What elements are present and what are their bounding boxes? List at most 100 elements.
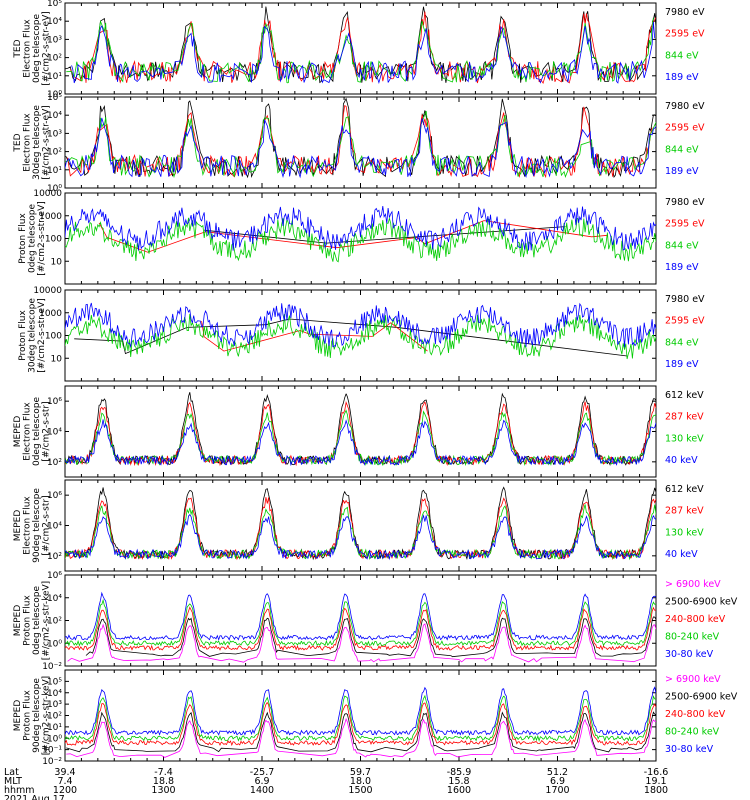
y-tick-label: 10⁰ — [47, 734, 62, 744]
y-tick-label: 1000 — [39, 309, 62, 319]
legend-entry: 189 eV — [665, 72, 699, 83]
x-tick-label: 39.4 — [54, 767, 75, 778]
legend-entry: 7980 eV — [665, 101, 705, 112]
legend-entry: 844 eV — [665, 337, 699, 348]
x-row-label: MLT — [4, 776, 22, 787]
series-trace — [66, 17, 654, 84]
x-tick-label: 59.7 — [350, 767, 371, 778]
flux-traces — [65, 686, 656, 758]
series-trace — [65, 486, 656, 561]
series-trace — [65, 216, 656, 263]
series-trace — [65, 694, 656, 742]
legend-entry: 7980 eV — [665, 294, 705, 305]
legend-entry: > 6900 keV — [665, 674, 721, 685]
y-tick-label: 10⁵ — [47, 0, 62, 9]
legend-entry: 2595 eV — [665, 316, 705, 327]
y-axis-label: MEPEDProton Flux0deg telescope[#/cm2-s-s… — [13, 581, 52, 660]
x-row-label: hhmm — [4, 785, 35, 796]
y-tick-label: 10⁻² — [42, 662, 62, 672]
series-trace — [201, 321, 428, 352]
panel-frame — [64, 479, 657, 572]
x-tick-label: 6.9 — [254, 776, 269, 787]
x-tick-label: 19.1 — [645, 776, 666, 787]
x-row-label: 2021 Aug 17 — [4, 794, 65, 800]
y-tick-label: 10³ — [47, 700, 62, 710]
legend-entry: 844 eV — [665, 144, 699, 155]
legend-entry: 80-240 keV — [665, 727, 720, 738]
y-tick-label: 10² — [47, 552, 62, 562]
flux-traces — [65, 486, 656, 561]
y-tick-label: 10 — [51, 354, 63, 364]
flux-traces — [65, 302, 656, 360]
series-trace — [65, 6, 656, 84]
y-axis-label: TEDElectron Flux30deg telescope[#/cm2-s-… — [13, 105, 52, 180]
y-tick-label: 10⁵ — [47, 677, 62, 687]
x-tick-label: -16.6 — [644, 767, 669, 778]
y-axis-label: Proton Flux30deg telescope[#/cm2-s-str-e… — [18, 298, 47, 373]
y-tick-label: 10000 — [33, 189, 62, 199]
y-tick-label: 10⁰ — [47, 639, 62, 649]
y-tick-label: 10² — [47, 458, 62, 468]
series-trace — [66, 717, 656, 758]
panel-3: 10 100 1000 10000 Proton Flux0deg telescope[… — [18, 189, 705, 285]
y-tick-label: 10¹ — [47, 72, 62, 82]
series-trace — [65, 686, 656, 736]
panel-frame — [64, 96, 657, 189]
flux-traces — [65, 6, 656, 85]
series-trace — [65, 97, 656, 179]
y-tick-label: 10⁶ — [47, 491, 62, 501]
flux-traces — [65, 206, 656, 263]
y-axis-label: MEPEDProton Flux90deg telescope[#/cm2-s-… — [13, 676, 52, 755]
y-tick-label: 10⁻² — [42, 757, 62, 767]
x-tick-label: 1700 — [545, 785, 569, 796]
legend-entry: 240-800 keV — [665, 614, 726, 625]
x-row-label: Lat — [4, 767, 19, 778]
y-axis-label: TEDElectron Flux0deg telescope[#/cm2-s-s… — [13, 11, 52, 86]
panel-2: 10⁰ 10¹ 10² 10³ 10⁴ 10⁵ TEDElectron Flux30deg … — [13, 93, 705, 194]
x-tick-label: 18.0 — [350, 776, 371, 787]
y-tick-label: 1000 — [39, 212, 62, 222]
flux-traces — [65, 392, 656, 467]
y-tick-label: 10¹ — [47, 166, 62, 176]
x-tick-label: 18.8 — [153, 776, 174, 787]
y-tick-label: 10⁻¹ — [42, 746, 62, 756]
x-tick-label: -85.9 — [447, 767, 472, 778]
y-tick-label: 10⁴ — [47, 17, 62, 27]
y-tick-label: 10⁶ — [47, 571, 62, 581]
y-tick-label: 10² — [47, 712, 62, 722]
legend-entry: 40 keV — [665, 549, 698, 560]
legend-entry: 189 eV — [665, 359, 699, 370]
series-trace — [65, 117, 656, 179]
y-tick-label: 10⁴ — [47, 594, 62, 604]
legend-entry: 30-80 keV — [665, 649, 714, 660]
y-tick-label: 10² — [47, 148, 62, 158]
series-trace — [65, 702, 656, 747]
series-trace — [67, 623, 656, 663]
y-tick-label: 10000 — [33, 286, 62, 296]
legend-entry: 844 eV — [665, 240, 699, 251]
y-tick-label: 10³ — [47, 129, 62, 139]
series-trace — [65, 606, 656, 652]
y-tick-label: 10⁴ — [47, 522, 62, 532]
y-tick-label: 10¹ — [47, 723, 62, 733]
legend-entry: 40 keV — [665, 455, 698, 466]
x-tick-label: 1500 — [348, 785, 372, 796]
legend-entry: 80-240 keV — [665, 632, 720, 643]
y-tick-label: 100 — [45, 235, 62, 245]
series-trace — [66, 711, 656, 753]
series-trace — [65, 110, 656, 179]
y-tick-label: 10⁰ — [47, 90, 62, 100]
x-tick-label: -7.4 — [154, 767, 173, 778]
series-trace — [65, 206, 656, 251]
series-trace — [65, 302, 656, 349]
series-trace — [65, 419, 656, 467]
y-tick-label: 10³ — [47, 35, 62, 45]
legend-entry: 287 keV — [665, 412, 704, 423]
x-tick-label: 1600 — [447, 785, 471, 796]
legend-entry: 2500-6900 keV — [665, 692, 738, 703]
y-axis-label: MEPEDElectron Flux0deg telescope[#/cm2-s… — [13, 397, 52, 467]
series-trace — [65, 313, 656, 360]
